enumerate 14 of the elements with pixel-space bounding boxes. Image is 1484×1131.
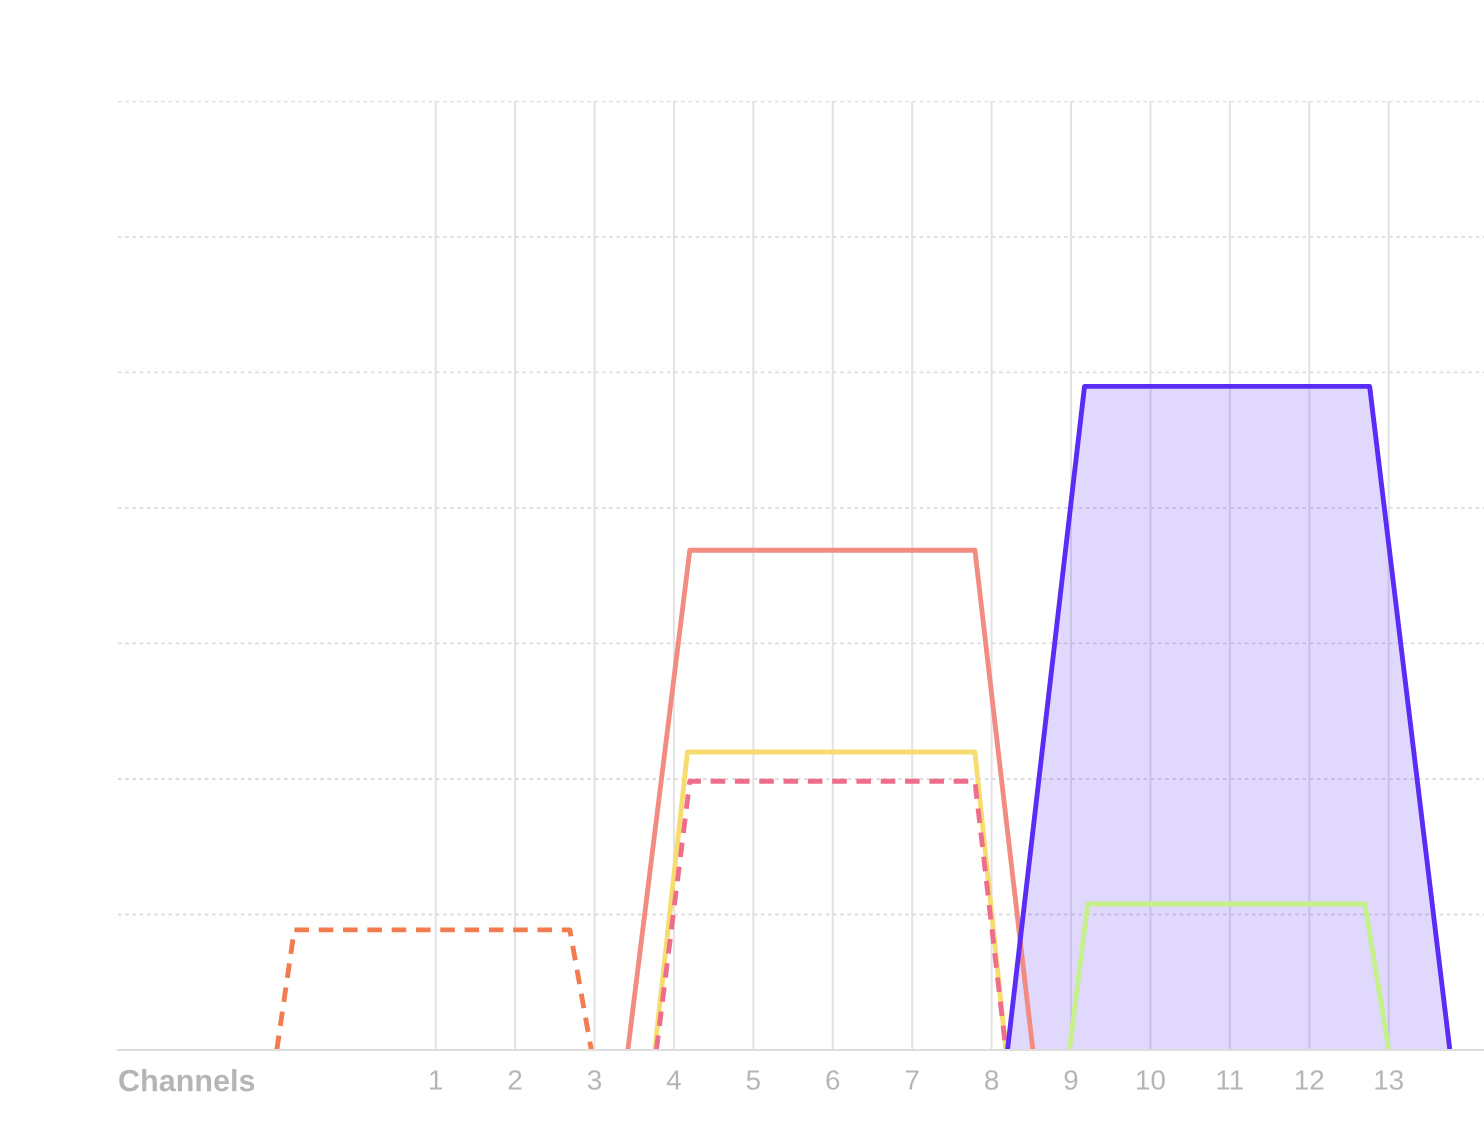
x-tick-label: 10 [1137,1070,1165,1090]
x-tick-label: 3 [587,1070,601,1090]
x-tick-label: 8 [985,1070,999,1090]
x-tick-label: 13 [1375,1070,1403,1090]
x-tick-label: 1 [430,1070,443,1090]
x-tick-label: 12 [1295,1070,1324,1090]
x-tick-label: 9 [1064,1070,1078,1090]
x-axis-title: Channels [119,1069,255,1092]
x-tick-label: 5 [746,1070,760,1090]
x-tick-label: 7 [905,1070,919,1090]
x-tick-label: 4 [666,1070,681,1090]
x-tick-label: 6 [826,1070,840,1090]
x-tick-label: 2 [508,1070,522,1090]
x-tick-label: 11 [1217,1070,1243,1090]
